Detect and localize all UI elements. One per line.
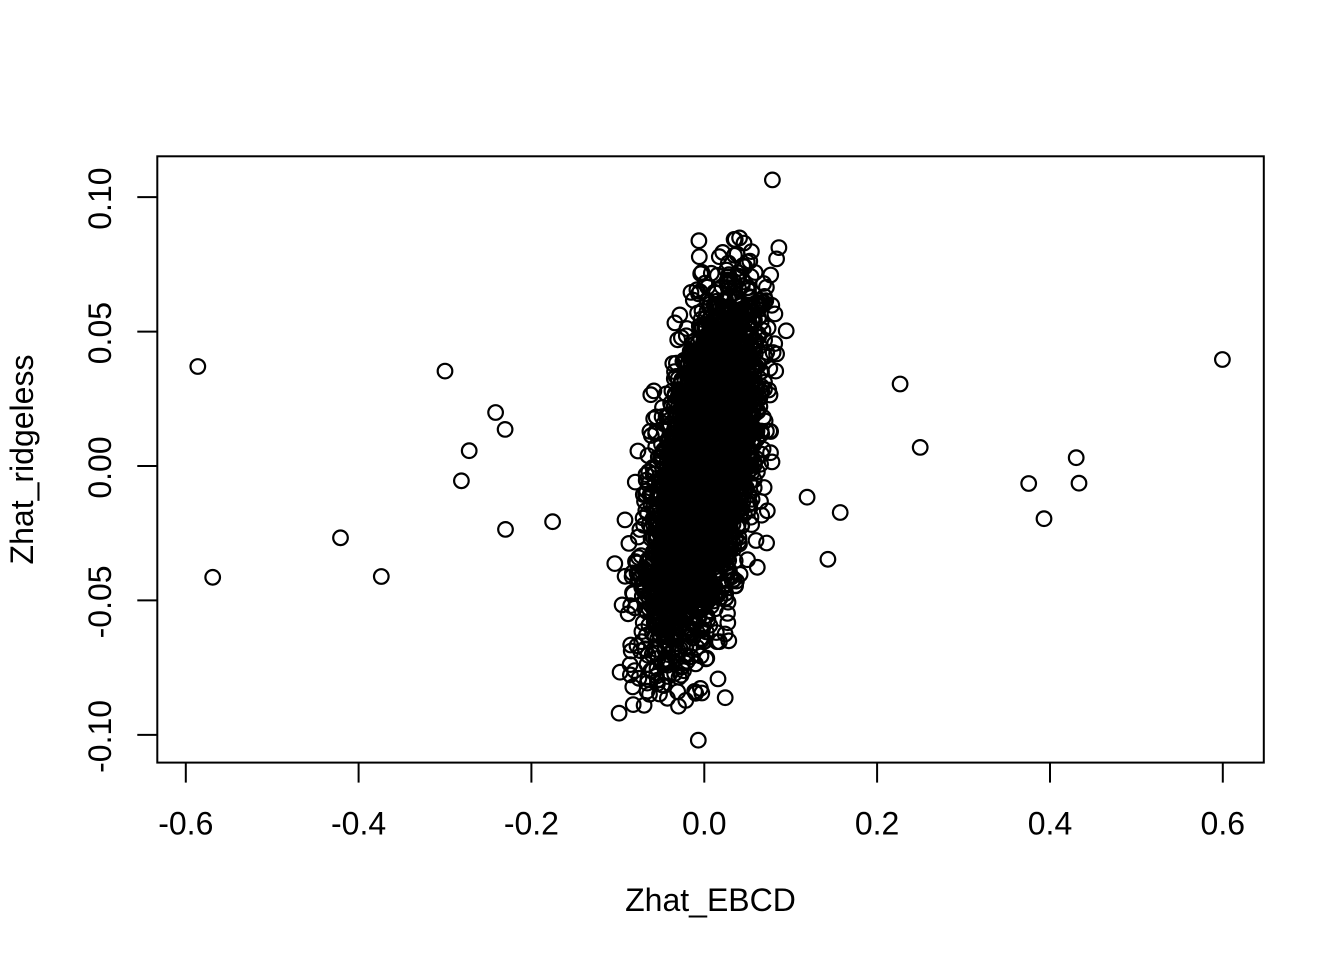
svg-text:0.0: 0.0 [682, 806, 726, 842]
svg-text:0.00: 0.00 [82, 436, 118, 498]
svg-text:0.4: 0.4 [1028, 806, 1072, 842]
svg-text:Zhat_EBCD: Zhat_EBCD [625, 882, 796, 918]
svg-text:-0.6: -0.6 [158, 806, 213, 842]
svg-text:0.10: 0.10 [82, 167, 118, 229]
svg-text:Zhat_ridgeless: Zhat_ridgeless [4, 355, 40, 565]
svg-text:0.6: 0.6 [1201, 806, 1245, 842]
svg-text:-0.05: -0.05 [82, 565, 118, 638]
svg-text:-0.2: -0.2 [504, 806, 559, 842]
svg-text:0.2: 0.2 [855, 806, 899, 842]
svg-text:-0.10: -0.10 [82, 700, 118, 773]
svg-text:-0.4: -0.4 [331, 806, 386, 842]
svg-text:0.05: 0.05 [82, 302, 118, 364]
